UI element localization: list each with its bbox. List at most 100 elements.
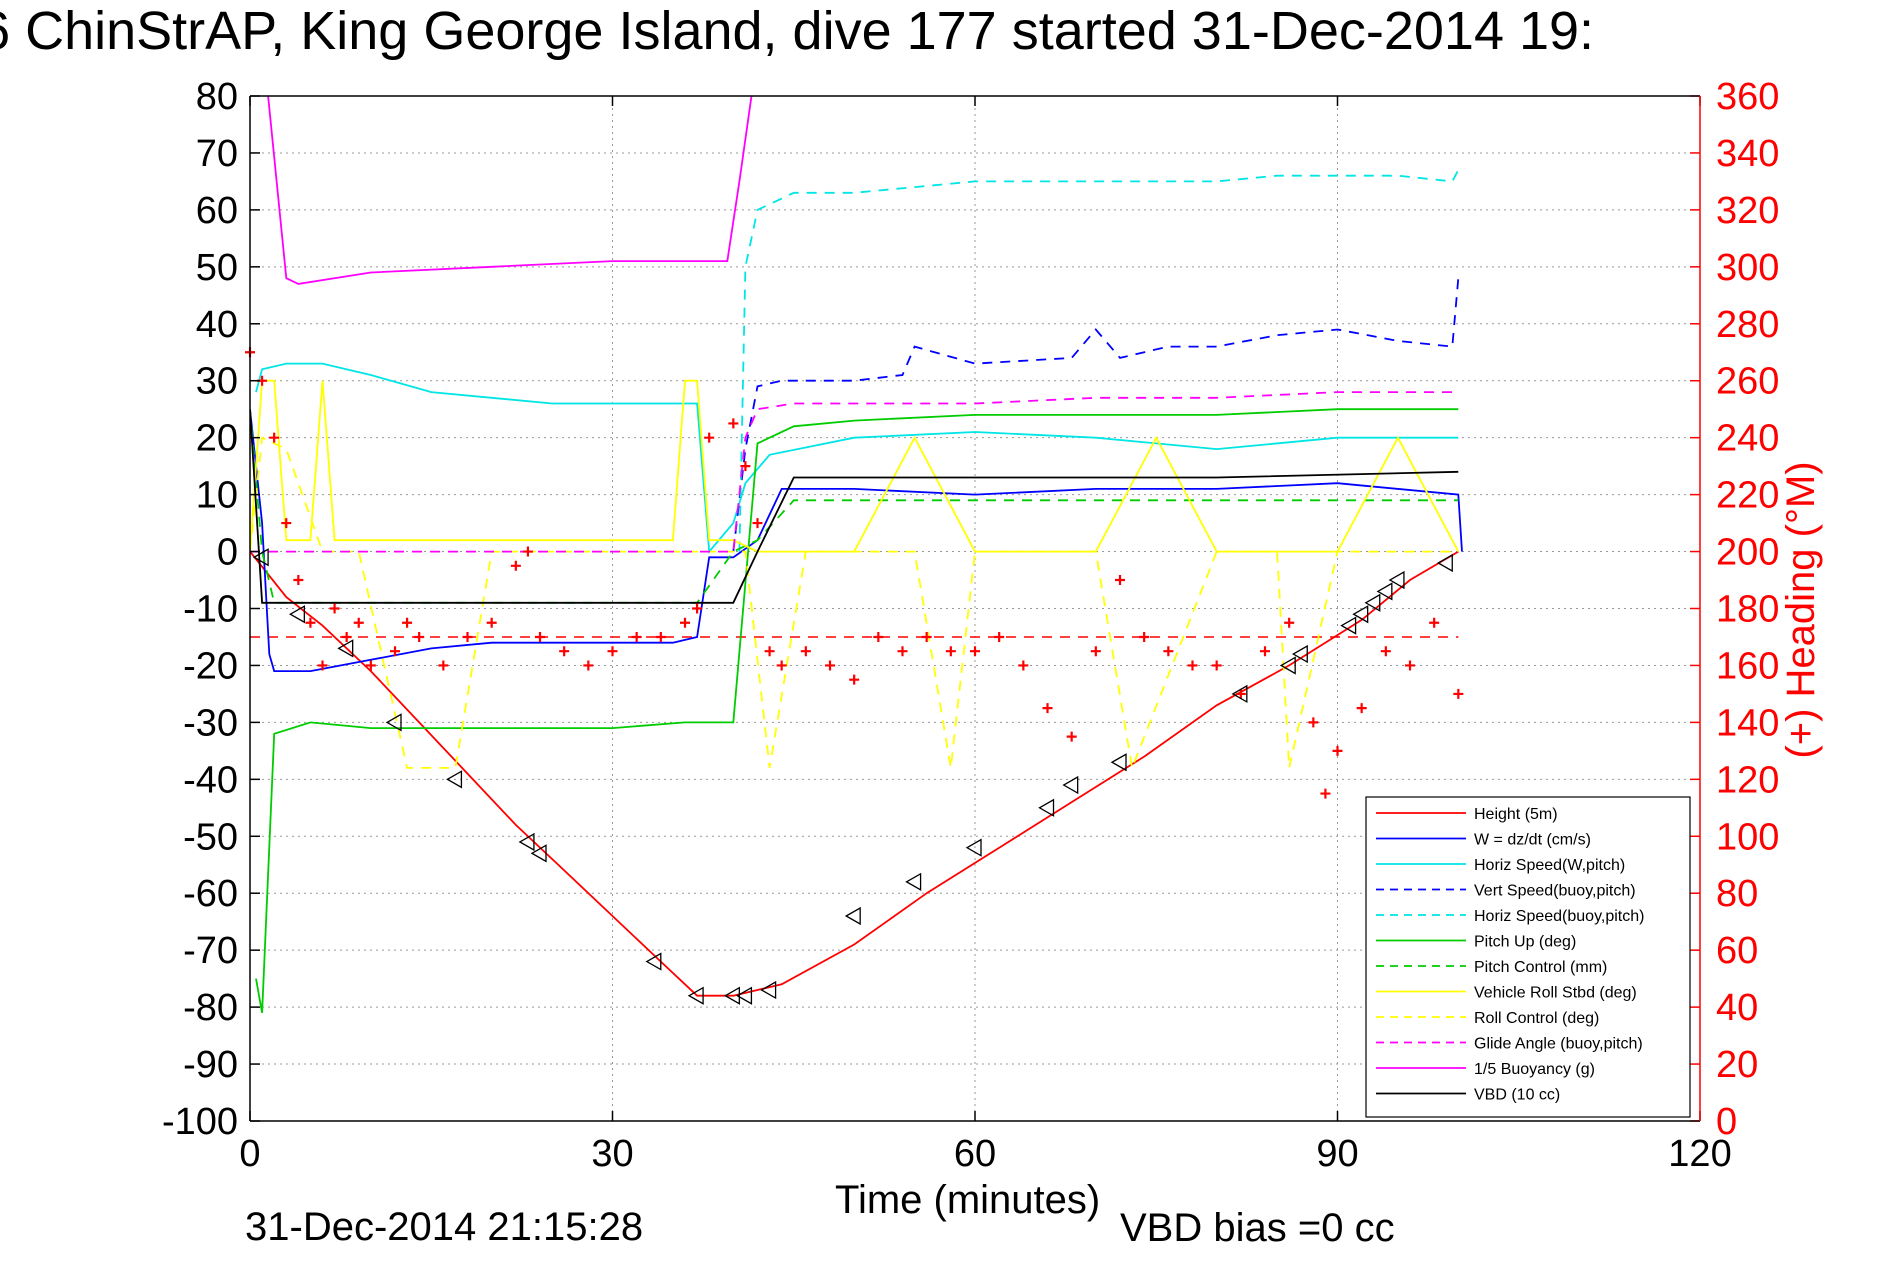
x-axis-label: Time (minutes) <box>835 1178 1101 1222</box>
height-marker <box>844 906 861 926</box>
heading-marker <box>728 418 739 429</box>
heading-marker <box>559 646 570 657</box>
legend-box <box>1365 796 1691 1118</box>
height-marker <box>687 986 704 1005</box>
y2-tick-label: 160 <box>1716 645 1779 687</box>
chart-title: 566 ChinStrAP, King George Island, dive … <box>0 1 1595 61</box>
y-tick-label: 20 <box>196 418 238 460</box>
height-marker <box>760 980 777 1000</box>
series-horiz-speed-w-pitch <box>255 362 1459 554</box>
y2-tick-label: 60 <box>1716 930 1758 972</box>
heading-marker <box>329 603 340 614</box>
marker-layer <box>245 347 1464 1005</box>
y-tick-label: 40 <box>196 304 238 346</box>
heading-marker <box>1163 646 1174 657</box>
heading-marker <box>1090 646 1101 657</box>
heading-marker <box>1356 703 1367 714</box>
heading-marker <box>281 518 292 529</box>
y2-tick-label: 220 <box>1716 475 1779 517</box>
series-horiz-speed-buoy-pitch <box>738 169 1460 552</box>
series-w-dz-dt-cm-s <box>250 409 1463 672</box>
heading-marker <box>365 660 376 671</box>
legend-item-label: 1/5 Buoyancy (g) <box>1474 1061 1595 1078</box>
legend-item-label: Vert Speed(buoy,pitch) <box>1474 883 1636 900</box>
heading-marker <box>945 646 956 657</box>
height-marker <box>289 605 305 624</box>
y-tick-label: 70 <box>196 133 238 175</box>
height-marker <box>965 838 982 857</box>
heading-marker <box>522 546 533 557</box>
height-marker <box>645 952 662 971</box>
y2-tick-label: 320 <box>1716 190 1779 232</box>
heading-marker <box>692 603 703 614</box>
height-marker <box>385 713 402 732</box>
heading-marker <box>1187 660 1198 671</box>
height-marker <box>736 986 753 1005</box>
series-pitch-up-deg <box>255 408 1459 1013</box>
heading-marker <box>486 617 497 628</box>
height-marker <box>1436 553 1453 573</box>
height-marker <box>1110 753 1127 772</box>
heading-marker <box>1042 703 1053 714</box>
height-marker <box>1062 775 1079 795</box>
heading-marker <box>269 432 280 443</box>
heading-marker <box>704 432 715 443</box>
y2-tick-label: 120 <box>1716 759 1779 801</box>
heading-marker <box>1018 660 1029 671</box>
x-tick-label: 90 <box>1316 1133 1358 1175</box>
y2-tick-label: 260 <box>1716 361 1779 403</box>
height-marker <box>518 832 535 852</box>
series-height-5m <box>250 550 1459 997</box>
y-tick-label: 50 <box>196 247 238 289</box>
y2-tick-label: 80 <box>1716 873 1758 915</box>
heading-marker <box>680 617 690 628</box>
height-marker <box>1376 582 1393 601</box>
series-vert-speed-buoy-pitch <box>732 278 1460 552</box>
heading-marker <box>740 461 751 472</box>
x-tick-label: 30 <box>591 1133 633 1175</box>
heading-marker <box>510 560 521 571</box>
legend-item-label: Height (5m) <box>1474 806 1558 823</box>
axes-layer: 0 30 60 90 12080706050403020100-10-20-30-40-… <box>162 76 1779 1175</box>
heading-marker <box>317 660 328 671</box>
y-tick-label: -30 <box>183 702 238 744</box>
y-tick-label: 30 <box>196 361 238 403</box>
y2-tick-label: 140 <box>1716 702 1779 744</box>
y2-tick-label: 20 <box>1716 1044 1758 1086</box>
series-vehicle-roll-stbd-deg <box>250 379 1460 553</box>
y-tick-label: 10 <box>196 475 238 517</box>
y-tick-label: -40 <box>183 759 238 801</box>
x-tick-label: 120 <box>1668 1133 1731 1175</box>
height-marker <box>1364 593 1381 612</box>
heading-marker <box>390 646 400 657</box>
y2-tick-label: 300 <box>1716 247 1779 289</box>
series-layer <box>250 96 1463 1013</box>
y2-tick-label: 40 <box>1716 987 1758 1029</box>
y2-tick-label: 180 <box>1716 589 1779 631</box>
y-tick-label: 0 <box>217 532 238 574</box>
heading-marker <box>462 631 473 642</box>
heading-marker <box>305 617 316 628</box>
legend-item-label: Pitch Control (mm) <box>1474 959 1607 976</box>
y-tick-label: -80 <box>183 987 238 1029</box>
heading-marker <box>607 646 618 657</box>
y-tick-label: -90 <box>183 1044 238 1086</box>
heading-marker <box>752 518 763 529</box>
vbd-bias-note: VBD bias =0 cc <box>1120 1206 1395 1250</box>
series-glide-angle-buoy-pitch <box>250 391 1459 553</box>
heading-marker <box>1429 617 1440 628</box>
y-tick-label: -70 <box>183 930 238 972</box>
y2-tick-label: 240 <box>1716 418 1779 460</box>
legend-item-label: Horiz Speed(W,pitch) <box>1474 857 1625 874</box>
height-marker <box>530 844 547 863</box>
legend-item-label: W = dz/dt (cm/s) <box>1474 832 1591 849</box>
heading-marker <box>1308 717 1319 728</box>
heading-marker <box>1211 660 1222 671</box>
heading-marker <box>414 631 425 642</box>
heading-marker <box>583 660 594 671</box>
heading-marker <box>535 631 545 642</box>
height-marker <box>1388 570 1405 590</box>
heading-marker <box>849 674 860 685</box>
legend-item-label: Glide Angle (buoy,pitch) <box>1474 1036 1643 1053</box>
height-marker <box>252 548 269 567</box>
